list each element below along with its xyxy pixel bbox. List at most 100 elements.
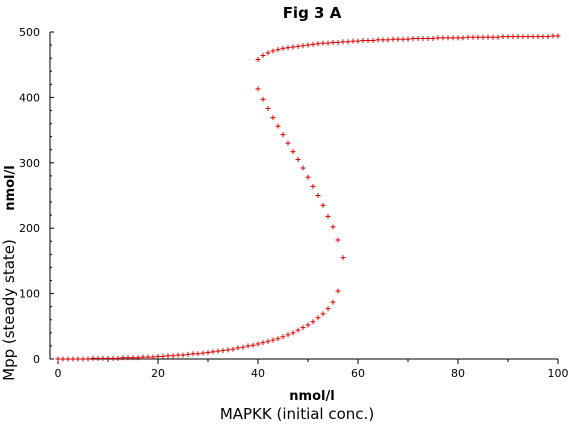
data-point: [170, 353, 176, 359]
data-point: [65, 356, 71, 362]
data-point: [135, 355, 141, 361]
data-point: [340, 39, 346, 45]
data-point: [265, 106, 271, 112]
data-point: [110, 355, 116, 361]
data-point: [70, 356, 76, 362]
data-point: [305, 322, 311, 328]
data-point: [285, 140, 291, 146]
data-point: [355, 38, 361, 44]
data-point: [255, 86, 261, 92]
data-point: [485, 34, 491, 40]
data-point: [305, 42, 311, 48]
data-point: [270, 48, 276, 54]
data-point: [175, 352, 181, 358]
data-point: [380, 37, 386, 43]
data-point: [325, 40, 331, 46]
data-point: [235, 345, 241, 351]
data-point: [225, 347, 231, 353]
data-point: [85, 356, 91, 362]
data-point: [325, 306, 331, 312]
data-point: [275, 47, 281, 53]
data-point: [240, 344, 246, 350]
data-point: [400, 36, 406, 42]
data-point: [385, 37, 391, 43]
y-unit-label: nmol/l: [3, 165, 18, 210]
data-point: [330, 299, 336, 305]
x-ticks: 0 20 40 60 80 100: [55, 359, 569, 380]
data-point: [275, 336, 281, 342]
data-point: [265, 50, 271, 56]
data-point: [300, 165, 306, 171]
data-point: [260, 340, 266, 346]
data-point: [520, 34, 526, 40]
data-point: [490, 34, 496, 40]
data-point: [510, 34, 516, 40]
data-point: [300, 325, 306, 331]
data-point: [60, 356, 66, 362]
data-point: [465, 34, 471, 40]
data-point: [540, 34, 546, 40]
data-point: [390, 36, 396, 42]
data-point: [325, 213, 331, 219]
y-tick-label: 500: [19, 26, 40, 39]
data-point: [270, 115, 276, 121]
y-tick-label: 400: [19, 91, 40, 104]
data-point: [125, 355, 131, 361]
data-point: [480, 34, 486, 40]
data-point: [550, 33, 556, 39]
data-point: [295, 43, 301, 49]
data-point: [310, 319, 316, 325]
data-point: [200, 350, 206, 356]
data-point: [370, 38, 376, 44]
x-tick-label: 80: [451, 367, 465, 380]
y-ticks: 0 100 200 300 400 500: [19, 26, 54, 366]
data-point: [130, 355, 136, 361]
y-tick-label: 300: [19, 157, 40, 170]
data-point: [345, 39, 351, 45]
data-point: [260, 53, 266, 59]
data-point: [105, 355, 111, 361]
data-point: [530, 34, 536, 40]
data-point: [360, 38, 366, 44]
data-point: [90, 355, 96, 361]
data-point: [280, 132, 286, 138]
data-point: [315, 41, 321, 47]
data-point: [190, 351, 196, 357]
data-point: [140, 354, 146, 360]
data-point: [515, 34, 521, 40]
data-point: [450, 35, 456, 41]
data-point: [405, 36, 411, 42]
data-point: [310, 183, 316, 189]
x-tick-label: 20: [151, 367, 165, 380]
data-point: [285, 332, 291, 338]
data-point: [165, 353, 171, 359]
data-point: [215, 348, 221, 354]
data-point: [425, 36, 431, 42]
data-point: [290, 149, 296, 155]
data-point: [55, 356, 61, 362]
data-point: [320, 40, 326, 46]
data-point: [335, 39, 341, 45]
data-point: [295, 327, 301, 333]
data-point: [330, 39, 336, 45]
data-point: [295, 157, 301, 163]
data-point: [250, 342, 256, 348]
data-point: [315, 193, 321, 198]
data-point: [205, 349, 211, 355]
chart-title: Fig 3 A: [283, 4, 342, 22]
data-point: [455, 35, 461, 41]
data-point: [300, 43, 306, 49]
data-point: [275, 123, 281, 129]
data-point: [155, 353, 161, 359]
data-point: [210, 349, 216, 355]
data-point: [505, 34, 511, 40]
data-point: [315, 315, 321, 321]
data-point: [395, 36, 401, 42]
x-tick-label: 0: [55, 367, 62, 380]
data-point: [335, 237, 341, 243]
data-point: [365, 38, 371, 44]
data-point: [245, 343, 251, 349]
data-point: [410, 36, 416, 42]
data-point: [80, 356, 86, 362]
